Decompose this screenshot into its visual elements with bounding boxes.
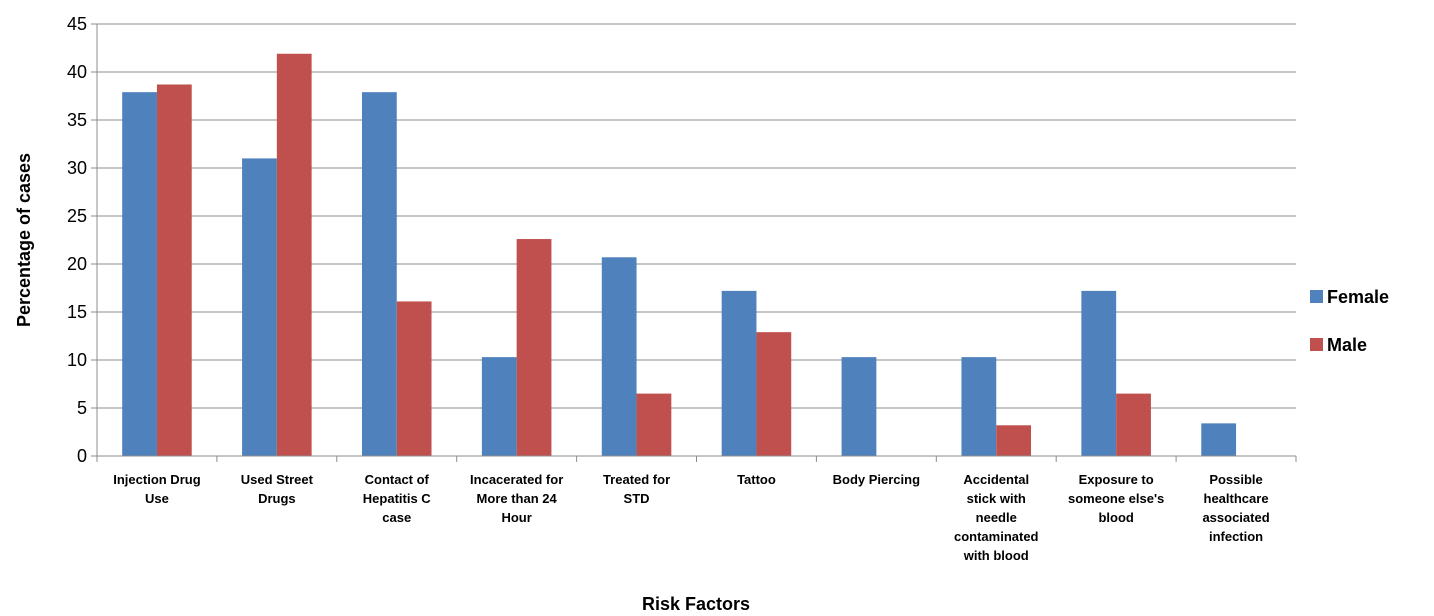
x-tick-label: Treated for STD	[603, 472, 670, 506]
y-tick-label: 40	[67, 62, 87, 82]
y-tick-label: 45	[67, 14, 87, 34]
bar-female	[1081, 290, 1117, 456]
x-tick-label: Tattoo	[737, 472, 776, 487]
bar-male	[756, 332, 792, 456]
x-axis-title: Risk Factors	[642, 594, 750, 614]
bar-female	[1201, 423, 1237, 456]
bar-female	[361, 92, 397, 456]
y-tick-label: 10	[67, 350, 87, 370]
axes	[91, 23, 1297, 462]
bar-male	[396, 301, 432, 456]
y-axis-title: Percentage of cases	[14, 153, 34, 327]
y-tick-label: 30	[67, 158, 87, 178]
y-tick-label: 20	[67, 254, 87, 274]
bar-female	[721, 290, 757, 456]
x-tick-label: Exposure to someone else's blood	[1068, 472, 1164, 525]
legend: Female Male	[1310, 287, 1389, 355]
bar-female	[961, 357, 997, 456]
bar-male	[276, 53, 312, 456]
bar-female	[601, 257, 637, 456]
bar-male	[516, 239, 552, 456]
bar-female	[242, 158, 277, 456]
y-tick-label: 0	[77, 446, 87, 466]
legend-label-male: Male	[1327, 335, 1367, 355]
y-tick-label: 35	[67, 110, 87, 130]
bar-female	[122, 92, 157, 456]
bar-female	[841, 357, 877, 456]
y-tick-labels: 0 5 10 15 20 25 30 35 40 45	[67, 14, 87, 466]
bar-male	[156, 84, 192, 456]
x-tick-label: Incacerated for More than 24 Hour	[470, 472, 563, 525]
bar-female	[481, 357, 517, 456]
bar-male	[1116, 393, 1151, 456]
x-tick-label: Possible healthcare associated infection	[1202, 472, 1269, 544]
legend-label-female: Female	[1327, 287, 1389, 307]
x-tick-label: Injection Drug Use	[113, 472, 200, 506]
bars	[122, 53, 1237, 456]
legend-swatch-female	[1310, 290, 1323, 303]
x-tick-label: Used Street Drugs	[241, 472, 314, 506]
x-tick-label: Accidental stick with needle contaminated wi…	[954, 472, 1039, 563]
bar-male	[636, 393, 672, 456]
x-tick-labels: Injection Drug Use Used Street Drugs Contact…	[113, 472, 1269, 563]
bar-male	[996, 425, 1032, 456]
legend-swatch-male	[1310, 338, 1323, 351]
y-tick-label: 15	[67, 302, 87, 322]
y-tick-label: 5	[77, 398, 87, 418]
y-tick-label: 25	[67, 206, 87, 226]
x-tick-label: Body Piercing	[833, 472, 920, 487]
